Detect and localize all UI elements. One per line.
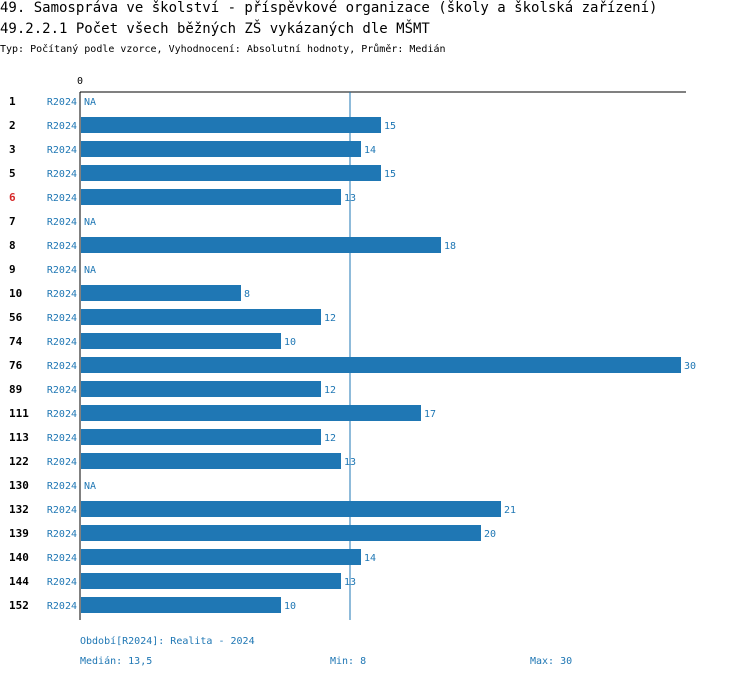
data-label: 20: [484, 529, 496, 540]
period-label: R2024: [47, 505, 77, 516]
data-label: 13: [344, 193, 356, 204]
data-label: 21: [504, 505, 516, 516]
bar: [81, 357, 681, 373]
category-label: 144: [9, 575, 29, 588]
data-label: 14: [364, 553, 376, 564]
period-label: R2024: [47, 97, 77, 108]
data-label: 30: [684, 361, 696, 372]
chart-type-info: Typ: Počítaný podle vzorce, Vyhodnocení:…: [0, 44, 446, 55]
category-label: 2: [9, 119, 16, 132]
period-label: R2024: [47, 409, 77, 420]
data-label: 10: [284, 337, 296, 348]
data-label: 10: [284, 601, 296, 612]
bar: [81, 165, 381, 181]
data-label: 17: [424, 409, 436, 420]
data-label: 15: [384, 169, 396, 180]
data-label: 12: [324, 385, 336, 396]
chart-subtitle: 49.2.2.1 Počet všech běžných ZŠ vykázaný…: [0, 21, 430, 37]
category-label: 8: [9, 239, 16, 252]
category-label: 74: [9, 335, 23, 348]
bar: [81, 309, 321, 325]
period-label: R2024: [47, 433, 77, 444]
category-label: 139: [9, 527, 29, 540]
period-label: R2024: [47, 361, 77, 372]
bar: [81, 333, 281, 349]
bar: [81, 117, 381, 133]
period-label: R2024: [47, 385, 77, 396]
period-label: R2024: [47, 601, 77, 612]
data-label: 12: [324, 433, 336, 444]
period-label: R2024: [47, 577, 77, 588]
category-label: 152: [9, 599, 29, 612]
period-label: R2024: [47, 289, 77, 300]
period-label: R2024: [47, 217, 77, 228]
period-label: R2024: [47, 529, 77, 540]
footer-period: Období[R2024]: Realita - 2024: [80, 636, 255, 647]
bar: [81, 237, 441, 253]
bar: [81, 501, 501, 517]
bar: [81, 453, 341, 469]
category-label: 9: [9, 263, 16, 276]
period-label: R2024: [47, 337, 77, 348]
category-label: 122: [9, 455, 29, 468]
period-label: R2024: [47, 553, 77, 564]
period-label: R2024: [47, 241, 77, 252]
na-label: NA: [84, 217, 96, 228]
category-label: 6: [9, 191, 16, 204]
category-label: 89: [9, 383, 22, 396]
period-label: R2024: [47, 265, 77, 276]
na-label: NA: [84, 481, 96, 492]
category-label: 56: [9, 311, 23, 324]
data-label: 13: [344, 457, 356, 468]
category-label: 113: [9, 431, 29, 444]
bar: [81, 525, 481, 541]
data-label: 8: [244, 289, 250, 300]
na-label: NA: [84, 265, 96, 276]
bar: [81, 549, 361, 565]
period-label: R2024: [47, 313, 77, 324]
data-label: 13: [344, 577, 356, 588]
footer-min: Min: 8: [330, 656, 367, 667]
bar: [81, 285, 241, 301]
bar: [81, 597, 281, 613]
na-label: NA: [84, 97, 96, 108]
data-label: 15: [384, 121, 396, 132]
bar: [81, 405, 421, 421]
period-label: R2024: [47, 169, 77, 180]
category-label: 10: [9, 287, 22, 300]
footer-max: Max: 30: [530, 656, 573, 667]
x-tick-label: 0: [77, 76, 83, 87]
category-label: 7: [9, 215, 16, 228]
category-label: 76: [9, 359, 23, 372]
bar: [81, 141, 361, 157]
category-label: 130: [9, 479, 29, 492]
category-label: 111: [9, 407, 29, 420]
category-label: 132: [9, 503, 29, 516]
bar: [81, 381, 321, 397]
data-label: 12: [324, 313, 336, 324]
period-label: R2024: [47, 121, 77, 132]
period-label: R2024: [47, 193, 77, 204]
period-label: R2024: [47, 457, 77, 468]
category-label: 3: [9, 143, 16, 156]
bar: [81, 429, 321, 445]
category-label: 140: [9, 551, 29, 564]
bar: [81, 189, 341, 205]
data-label: 18: [444, 241, 456, 252]
bar: [81, 573, 341, 589]
data-label: 14: [364, 145, 376, 156]
page-title: 49. Samospráva ve školství - příspěvkové…: [0, 0, 658, 16]
category-label: 1: [9, 95, 16, 108]
category-label: 5: [9, 167, 16, 180]
period-label: R2024: [47, 481, 77, 492]
footer-median: Medián: 13,5: [80, 656, 153, 667]
period-label: R2024: [47, 145, 77, 156]
